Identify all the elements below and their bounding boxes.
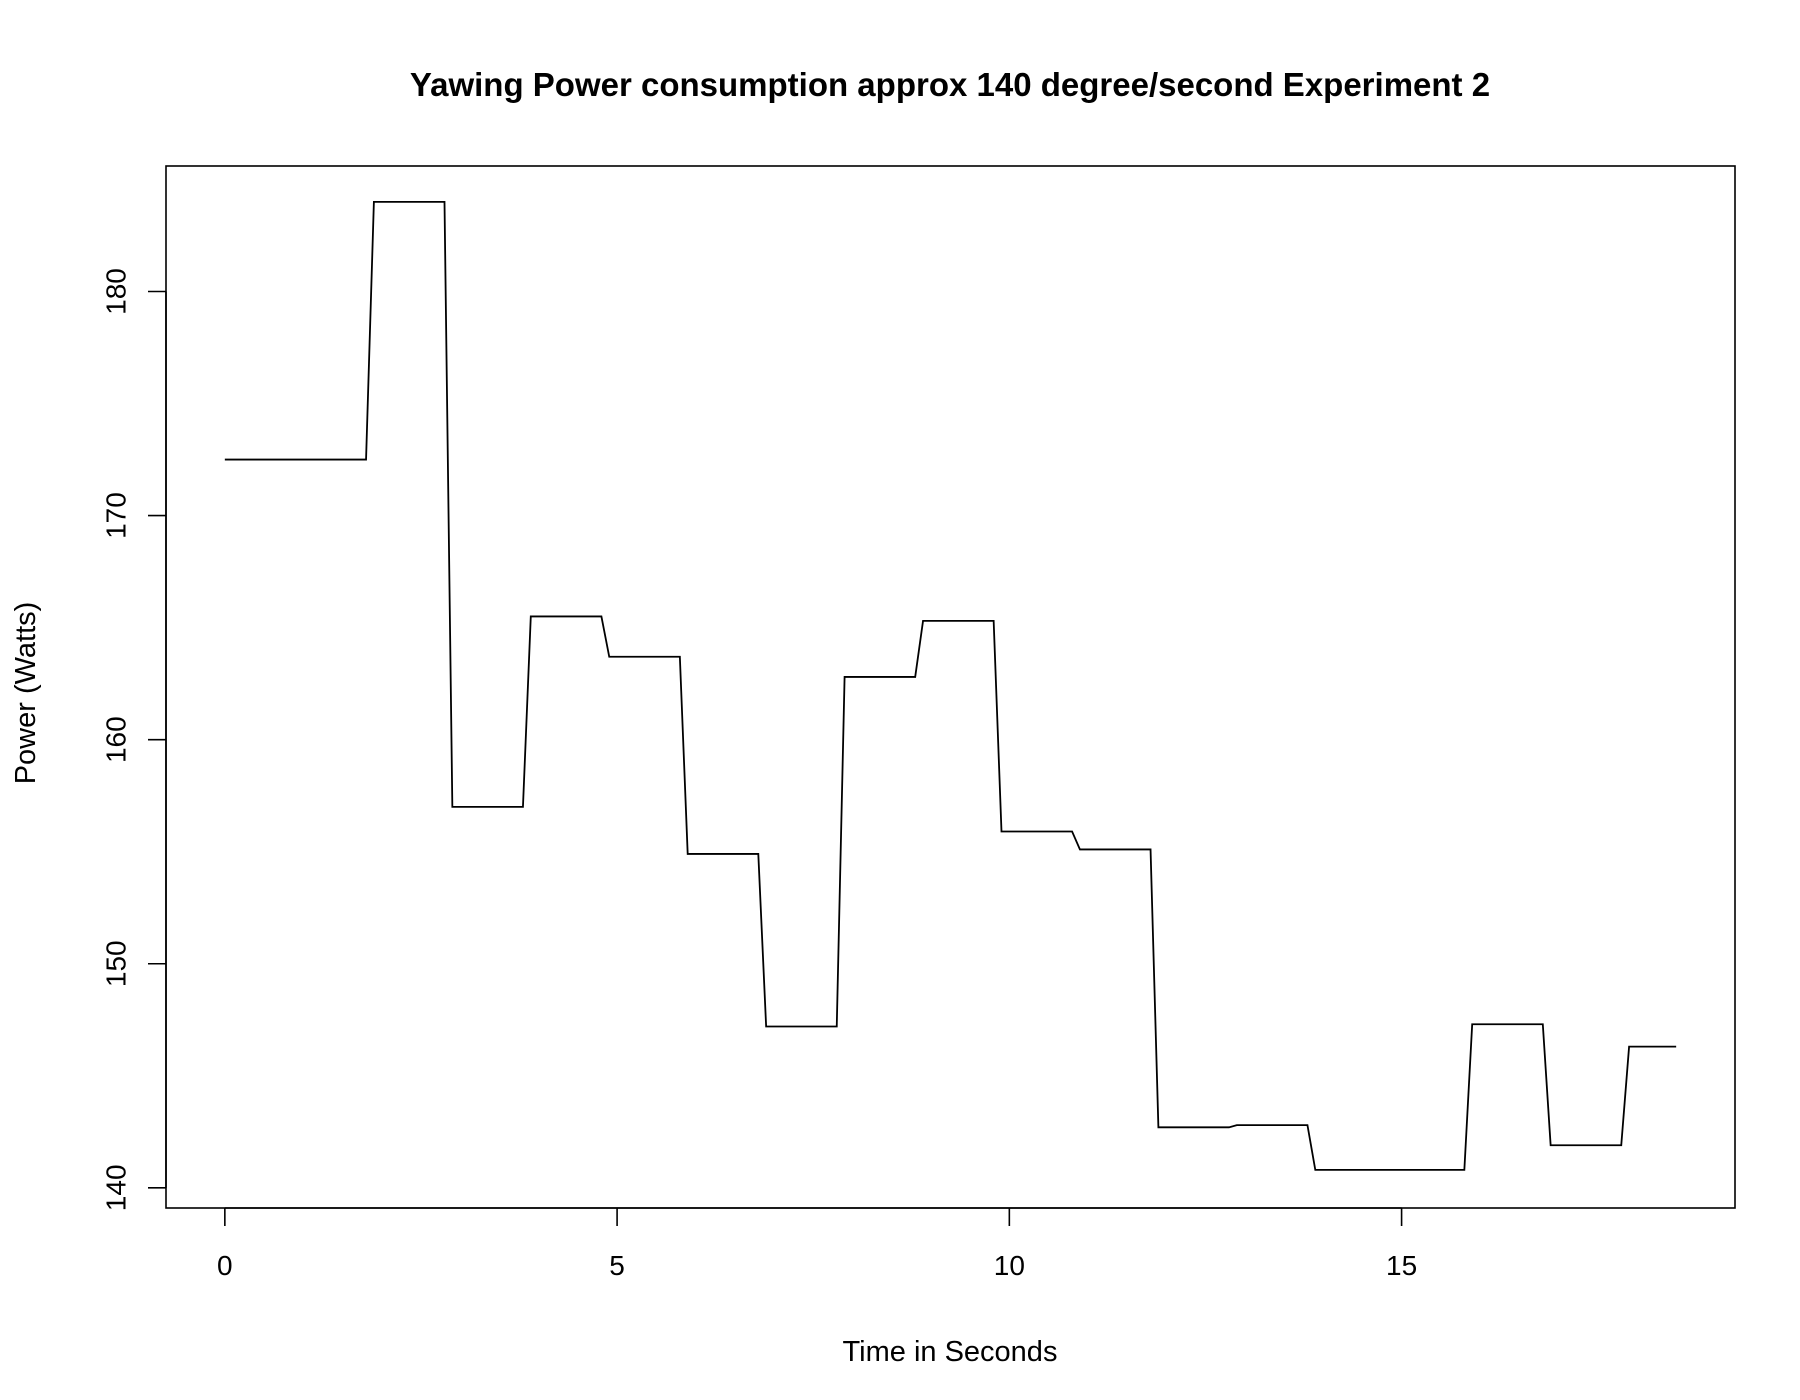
y-tick-label: 160 xyxy=(100,716,131,763)
x-tick-label: 10 xyxy=(994,1250,1025,1281)
x-tick-label: 5 xyxy=(609,1250,625,1281)
y-tick-label: 180 xyxy=(100,268,131,315)
x-tick-label: 0 xyxy=(217,1250,233,1281)
y-axis: 140 150 160 170 180 xyxy=(100,268,167,1211)
x-axis-label: Time in Seconds xyxy=(843,1336,1058,1368)
y-tick-label: 150 xyxy=(100,940,131,987)
y-tick-label: 170 xyxy=(100,492,131,539)
x-tick-label: 15 xyxy=(1386,1250,1417,1281)
series-group xyxy=(224,200,1677,1171)
plot-area-frame xyxy=(165,165,1736,1209)
series-line-1 xyxy=(224,200,1677,1171)
chart-title: Yawing Power consumption approx 140 degr… xyxy=(410,66,1490,103)
x-axis: 0 5 10 15 xyxy=(217,1207,1417,1281)
y-tick-label: 140 xyxy=(100,1164,131,1211)
y-axis-label: Power (Watts) xyxy=(10,602,42,785)
